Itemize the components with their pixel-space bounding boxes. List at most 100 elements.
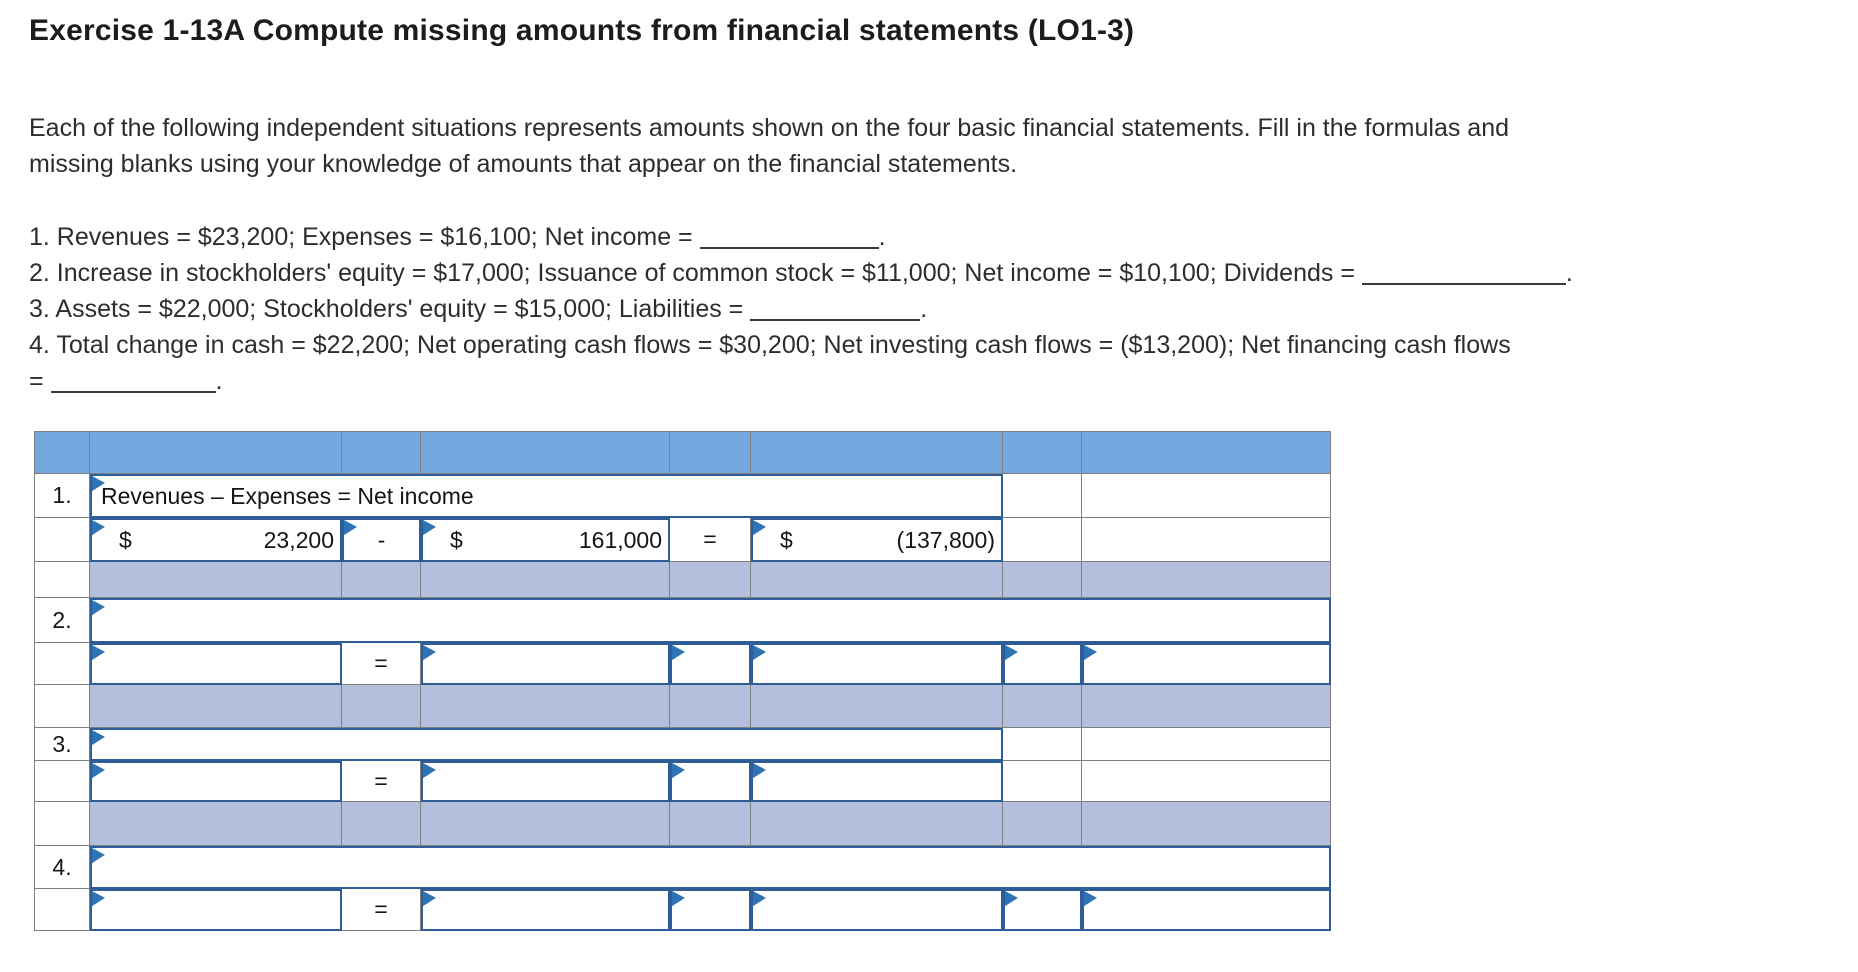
dropdown-flag-icon [753,891,766,907]
cell-label: 3. [52,730,72,757]
item1-formula-row: 1. Revenues – Expenses = Net income [35,474,1331,518]
separator-cell [1082,562,1331,598]
dropdown-flag-icon [423,891,436,907]
problem-item-text: 3. Assets = $22,000; Stockholders' equit… [29,295,751,323]
header-row [35,432,1331,474]
dropdown-flag-icon [753,520,766,536]
blank-underline [1361,263,1566,285]
equals-label-cell: = [342,889,421,931]
item4-values-row: = [35,889,1331,931]
dropdown-flag-icon [423,645,436,661]
problem-item-text: = [29,367,51,395]
cell-label: = [374,896,388,922]
problem-item-suffix: . [215,367,223,395]
separator-cell [90,562,342,598]
separator-cell [1003,802,1082,846]
cell-value: - [377,526,386,553]
dropdown-flag-icon [423,763,436,779]
separator-row-1 [35,562,1331,598]
answer-input-cell[interactable]: - [342,518,421,562]
problem-item-suffix: . [878,223,886,251]
answer-input-cell[interactable] [751,643,1003,685]
answer-input-cell[interactable] [751,889,1003,931]
answer-input-cell[interactable] [670,889,751,931]
answer-input-cell[interactable] [1003,889,1082,931]
answer-input-cell[interactable] [421,643,670,685]
row-number-cell: 2. [35,598,90,643]
row-margin-cell [35,518,90,562]
formula-input-cell[interactable] [90,598,1331,643]
answer-input-cell[interactable] [90,761,342,802]
item3-formula-row: 3. [35,728,1331,761]
row-margin-cell [35,643,90,685]
dropdown-flag-icon [672,645,685,661]
answer-input-cell[interactable] [421,761,670,802]
formula-input-cell[interactable]: Revenues – Expenses = Net income [90,474,1003,518]
worksheet-table: 1. Revenues – Expenses = Net income $23,20… [34,431,1331,931]
separator-cell [751,802,1003,846]
separator-cell [670,802,751,846]
dropdown-flag-icon [92,645,105,661]
answer-input-cell[interactable] [90,643,342,685]
cell-value: Revenues – Expenses = Net income [101,482,474,509]
answer-input-cell[interactable] [1003,643,1082,685]
answer-input-cell[interactable]: $ (137,800) [751,518,1003,562]
row-margin-cell [35,802,90,846]
empty-cell [1082,474,1331,518]
dropdown-flag-icon [92,891,105,907]
cell-value: 23,200 [263,526,334,553]
problem-item-3: 3. Assets = $22,000; Stockholders' equit… [29,291,1573,327]
answer-input-cell[interactable] [1082,643,1331,685]
dropdown-flag-icon [92,730,105,746]
answer-input-cell[interactable] [421,889,670,931]
answer-input-cell[interactable] [751,761,1003,802]
header-cell [1082,432,1331,474]
answer-input-cell[interactable]: $23,200 [90,518,342,562]
answer-input-cell[interactable] [670,643,751,685]
dropdown-flag-icon [92,848,105,864]
equals-label-cell: = [342,761,421,802]
empty-cell [1003,728,1082,761]
answer-input-cell[interactable] [670,761,751,802]
problem-item-text: 1. Revenues = $23,200; Expenses = $16,10… [29,223,700,251]
header-cell [35,432,90,474]
separator-cell [90,685,342,728]
cell-label: = [374,650,388,676]
dropdown-flag-icon [753,763,766,779]
header-cell [90,432,342,474]
dollar-sign-label: $ [119,526,132,553]
separator-cell [342,802,421,846]
problem-item-4: 4. Total change in cash = $22,200; Net o… [29,327,1573,363]
separator-row-2 [35,685,1331,728]
dropdown-flag-icon [92,763,105,779]
separator-cell [670,685,751,728]
problem-item-text: 4. Total change in cash = $22,200; Net o… [29,331,1511,359]
separator-cell [421,562,670,598]
row-margin-cell [35,889,90,931]
problem-item-text: 2. Increase in stockholders' equity = $1… [29,259,1362,287]
problem-item-2: 2. Increase in stockholders' equity = $1… [29,255,1573,291]
answer-input-cell[interactable]: $161,000 [421,518,670,562]
dropdown-flag-icon [1084,645,1097,661]
header-cell [421,432,670,474]
separator-cell [342,685,421,728]
empty-cell [1003,518,1082,562]
blank-underline [50,371,216,393]
instructions-text: Each of the following independent situat… [29,110,1509,182]
formula-input-cell[interactable] [90,846,1331,889]
formula-input-cell[interactable] [90,728,1003,761]
item4-formula-row: 4. [35,846,1331,889]
separator-cell [342,562,421,598]
dropdown-flag-icon [1005,645,1018,661]
empty-cell [1082,728,1331,761]
cell-value: (137,800) [896,526,995,553]
dropdown-flag-icon [672,891,685,907]
separator-cell [421,802,670,846]
equals-label-cell: = [342,643,421,685]
problem-list: 1. Revenues = $23,200; Expenses = $16,10… [29,219,1573,399]
answer-input-cell[interactable] [90,889,342,931]
problem-item-suffix: . [920,295,928,323]
dropdown-flag-icon [92,600,105,616]
answer-input-cell[interactable] [1082,889,1331,931]
